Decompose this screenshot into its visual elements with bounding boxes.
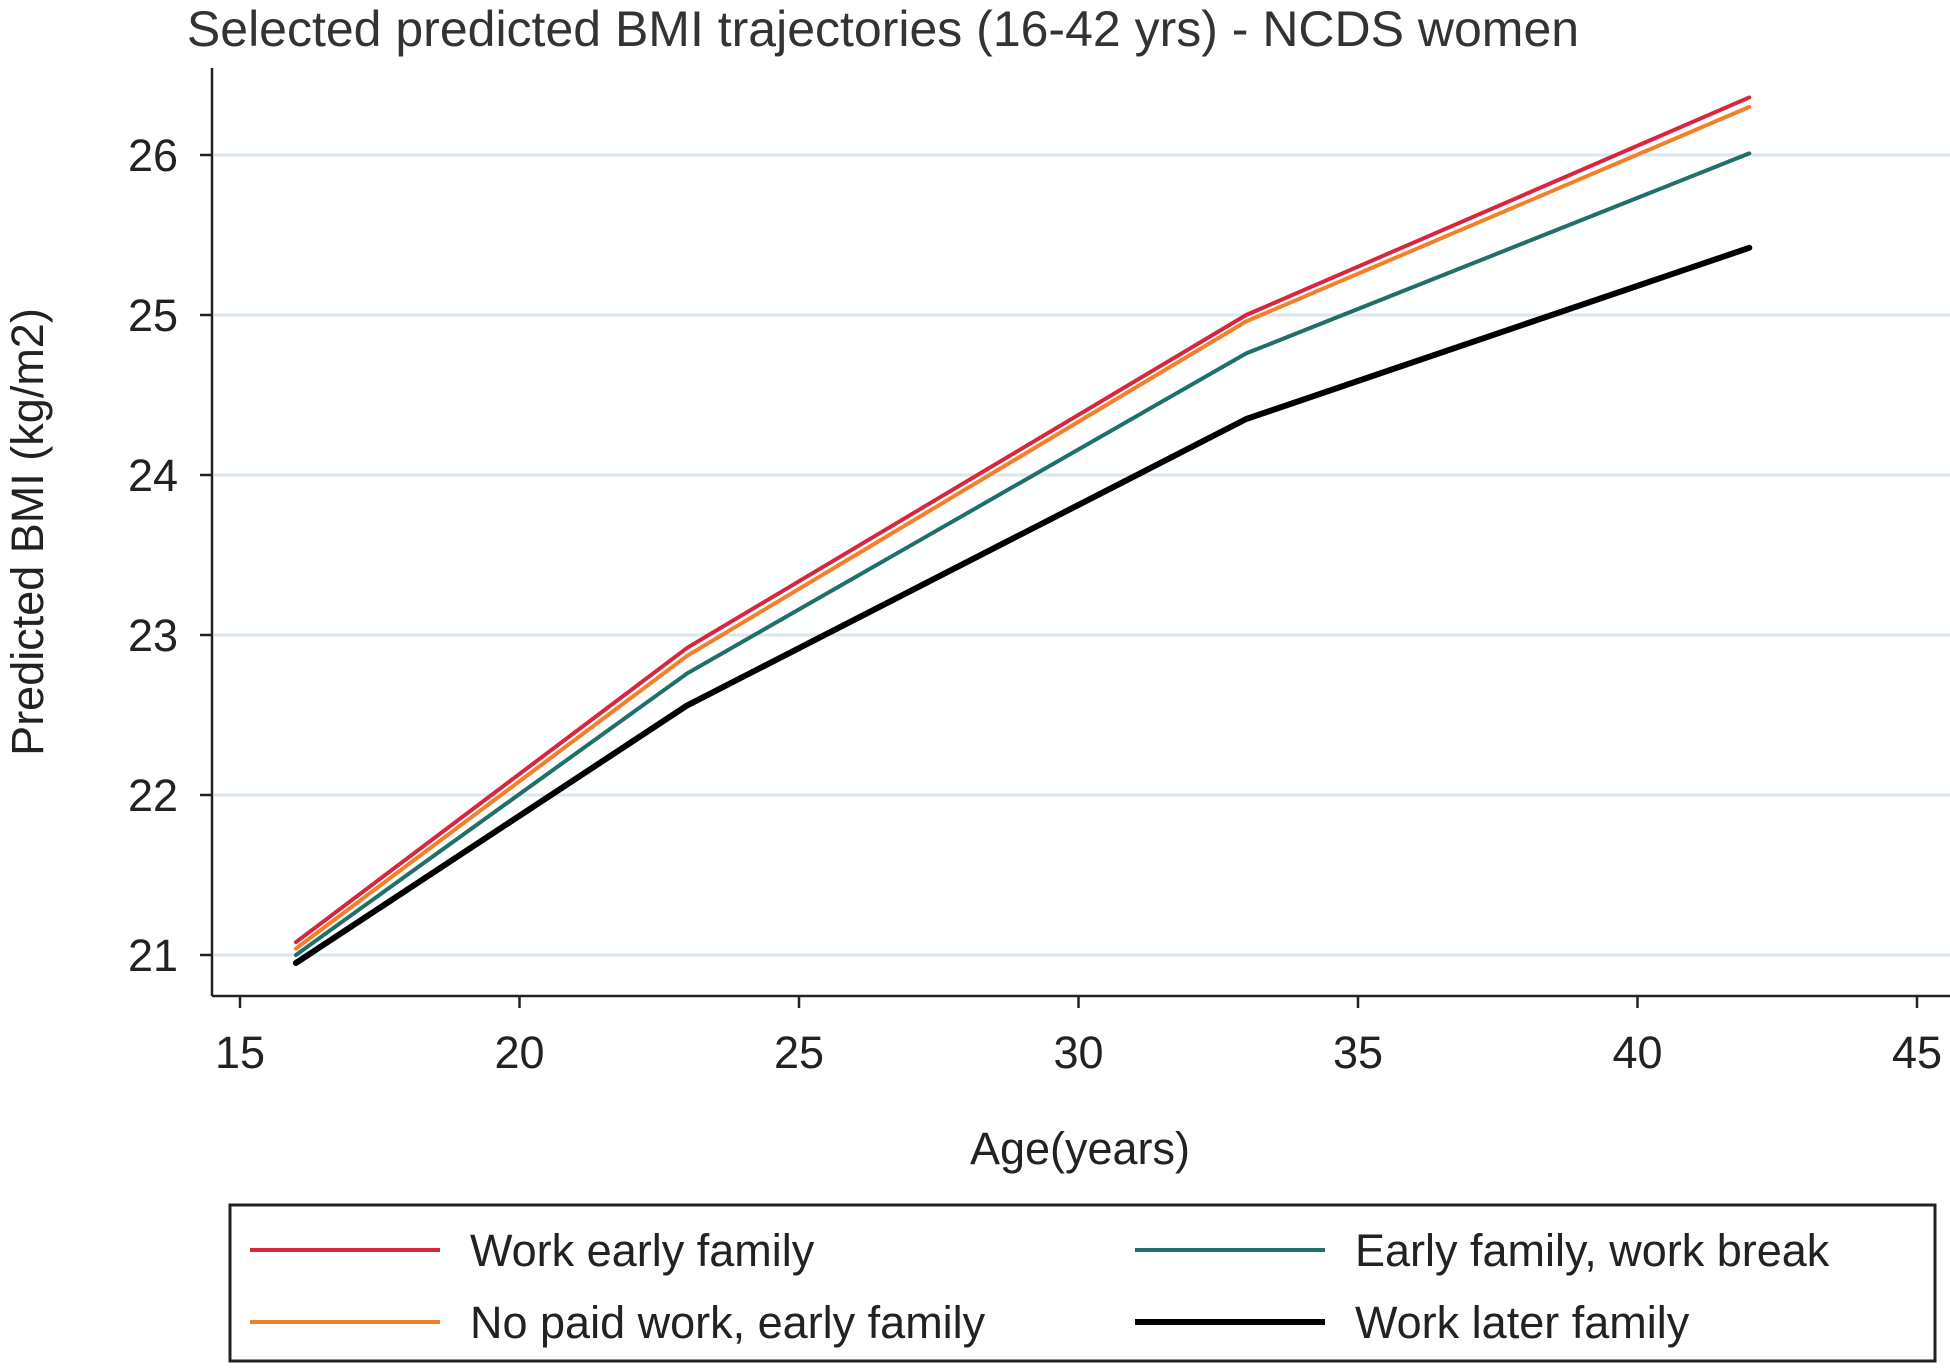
y-tick-label: 24 [128, 450, 178, 501]
series-line-2 [293, 105, 1752, 951]
legend-box [228, 1203, 1937, 1363]
series-line-4 [292, 244, 1753, 966]
tick-labels: 21 22 23 24 25 26 15 20 25 30 35 40 45 [128, 130, 1942, 1078]
chart-title: Selected predicted BMI trajectories (16-… [187, 1, 1579, 57]
x-tick-label: 45 [1892, 1027, 1942, 1078]
x-tick-label: 30 [1053, 1027, 1103, 1078]
gridlines [214, 153, 1950, 957]
legend-label-2: No paid work, early family [470, 1297, 986, 1348]
x-tick-label: 25 [774, 1027, 824, 1078]
x-tick-label: 40 [1612, 1027, 1662, 1078]
legend-label-3: Early family, work break [1355, 1225, 1830, 1276]
series-line-1 [293, 95, 1752, 945]
x-tick-label: 15 [215, 1027, 265, 1078]
y-tick-label: 22 [128, 770, 178, 821]
y-tick-label: 23 [128, 610, 178, 661]
y-tick-label: 25 [128, 290, 178, 341]
y-tick-label: 26 [128, 130, 178, 181]
series-line-3 [293, 151, 1752, 957]
legend-label-1: Work early family [470, 1225, 815, 1276]
plot-lines [292, 95, 1753, 966]
y-tick-label: 21 [128, 930, 178, 981]
x-tick-label: 35 [1333, 1027, 1383, 1078]
x-tick-label: 20 [494, 1027, 544, 1078]
axes [200, 68, 1950, 1008]
y-axis-title: Predicted BMI (kg/m2) [2, 308, 53, 756]
legend-label-4: Work later family [1355, 1297, 1690, 1348]
legend: Work early family Early family, work brea… [228, 1203, 1937, 1363]
x-axis-title: Age(years) [970, 1123, 1190, 1174]
